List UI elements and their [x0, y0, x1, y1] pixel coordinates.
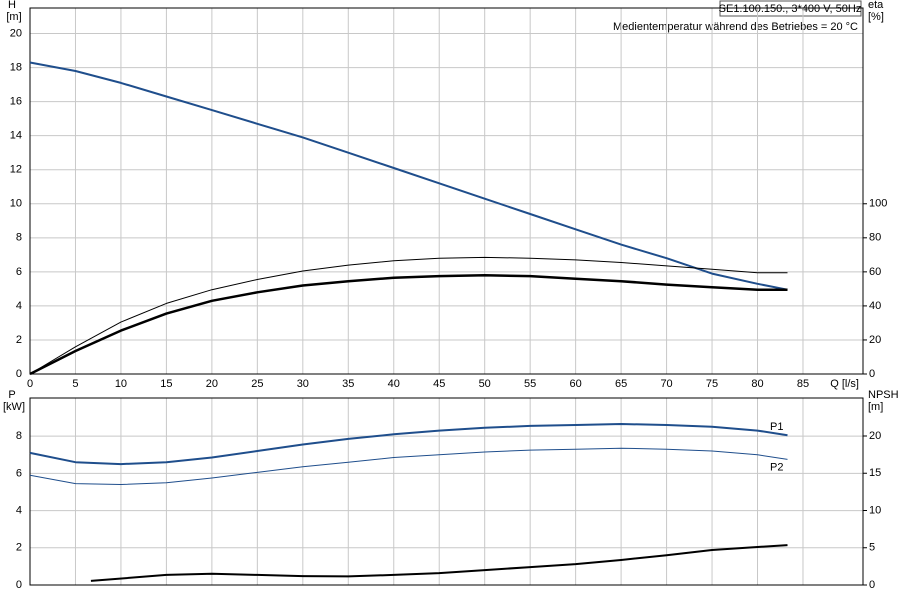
y-tick-label: 8	[16, 232, 22, 244]
x-tick-label: 85	[797, 378, 809, 390]
x-tick-label: 15	[160, 378, 172, 390]
y2-tick-label: 0	[869, 368, 875, 380]
y-tick-label: 4	[16, 300, 22, 312]
annotation: Medientemperatur während des Betriebes =…	[613, 21, 858, 33]
y-tick-label: 10	[10, 198, 22, 210]
plot-frame	[29, 7, 864, 375]
y2-tick-label: 40	[869, 300, 881, 312]
plot-frame	[29, 397, 864, 586]
y-tick-label: 0	[16, 368, 22, 380]
curve	[90, 544, 788, 582]
y2-axis-unit: [%]	[868, 11, 884, 23]
x-tick-label: 0	[27, 378, 33, 390]
y-axis-unit: [kW]	[3, 401, 25, 413]
y2-axis-unit: [m]	[868, 401, 883, 413]
curve	[29, 447, 788, 485]
subtitle: SE1.100.150., 3*400 V, 50Hz	[719, 3, 862, 15]
x-tick-label: 45	[433, 378, 445, 390]
y-tick-label: 6	[16, 467, 22, 479]
y-tick-label: 16	[10, 96, 22, 108]
x-tick-label: 40	[388, 378, 400, 390]
curve	[29, 61, 788, 291]
curve	[29, 423, 788, 466]
series-label: P2	[770, 461, 783, 473]
y-tick-label: 4	[16, 504, 22, 516]
x-tick-label: 35	[342, 378, 354, 390]
y2-tick-label: 20	[869, 334, 881, 346]
x-tick-label: 5	[72, 378, 78, 390]
x-tick-label: 80	[751, 378, 763, 390]
x-tick-label: 65	[615, 378, 627, 390]
y2-tick-label: 0	[869, 579, 875, 591]
y-tick-label: 2	[16, 542, 22, 554]
y2-tick-label: 20	[869, 430, 881, 442]
x-tick-label: 30	[297, 378, 309, 390]
y-tick-label: 12	[10, 164, 22, 176]
x-tick-label: 50	[479, 378, 491, 390]
x-tick-label: 75	[706, 378, 718, 390]
y2-axis-label: eta	[868, 0, 884, 11]
x-tick-label: 25	[251, 378, 263, 390]
x-axis-label: Q [l/s]	[830, 378, 859, 390]
y2-tick-label: 5	[869, 542, 875, 554]
y2-tick-label: 10	[869, 504, 881, 516]
y-axis-label: P	[8, 389, 15, 401]
y-tick-label: 18	[10, 61, 22, 73]
y-axis-unit: [m]	[6, 11, 21, 23]
y-tick-label: 8	[16, 430, 22, 442]
y-tick-label: 0	[16, 579, 22, 591]
x-tick-label: 70	[660, 378, 672, 390]
curve	[29, 274, 788, 376]
y-tick-label: 20	[10, 27, 22, 39]
y-tick-label: 2	[16, 334, 22, 346]
y2-tick-label: 60	[869, 266, 881, 278]
series-label: P1	[770, 421, 783, 433]
x-tick-label: 55	[524, 378, 536, 390]
x-tick-label: 10	[115, 378, 127, 390]
y-tick-label: 14	[10, 130, 22, 142]
x-tick-label: 60	[570, 378, 582, 390]
x-tick-label: 20	[206, 378, 218, 390]
y-axis-label: H	[8, 0, 16, 11]
y2-tick-label: 100	[869, 198, 887, 210]
y2-tick-label: 15	[869, 467, 881, 479]
y2-tick-label: 80	[869, 232, 881, 244]
y2-axis-label: NPSH	[868, 389, 899, 401]
y-tick-label: 6	[16, 266, 22, 278]
curve	[29, 256, 788, 375]
